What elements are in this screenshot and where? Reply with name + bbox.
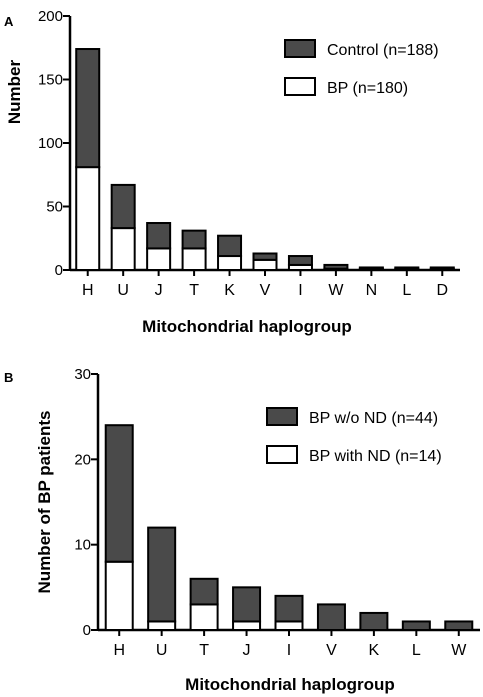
- panel-a-legend-label: Control (n=188): [327, 42, 439, 59]
- panel-a-x-tick-label: T: [189, 282, 199, 299]
- panel-b-y-tick-label: 30: [74, 366, 91, 383]
- panel-b-x-tick-label: K: [369, 642, 380, 659]
- panel-a: A Number Mitochondrial haplogroup 0 50 100…: [4, 8, 460, 336]
- panel-b-bars: [104, 424, 474, 632]
- panel-a-x-tick-label: I: [298, 282, 302, 299]
- panel-b-bar-top-j: [232, 586, 262, 623]
- panel-a-bars: [75, 48, 455, 272]
- panel-b-legend-swatch: [266, 407, 298, 426]
- panel-b-bar-bottom-u: [147, 620, 177, 632]
- panel-a-axes: 0 50 100 150 200 H U J T K V I W N L D: [38, 8, 460, 299]
- panel-a-bar-top-h: [75, 48, 101, 169]
- panel-b-bar-bottom-i: [274, 620, 304, 632]
- panel-a-bar-bottom-v: [252, 258, 278, 271]
- panel-b-x-tick-label: I: [287, 642, 291, 659]
- panel-a-bar-top-j: [146, 222, 172, 250]
- panel-a-legend-label: BP (n=180): [327, 80, 408, 97]
- panel-b-x-tick-label: V: [326, 642, 337, 659]
- panel-a-bar-top-u: [110, 183, 136, 230]
- panel-b: B Number of BP patients Mitochondrial ha…: [4, 366, 480, 694]
- panel-b-x-tick-label: L: [412, 642, 421, 659]
- panel-a-x-tick-label: J: [155, 282, 163, 299]
- panel-b-bar-top-v: [316, 603, 346, 632]
- panel-a-y-tick-label: 150: [38, 72, 63, 89]
- panel-a-y-tick-label: 0: [55, 262, 63, 279]
- panel-a-x-tick-label: N: [366, 282, 378, 299]
- panel-b-bar-bottom-h: [104, 560, 134, 632]
- panel-b-bar-bottom-j: [232, 620, 262, 632]
- panel-b-bar-top-h: [104, 424, 134, 563]
- panel-b-bar-top-w: [444, 620, 474, 632]
- panel-b-bar-top-t: [189, 577, 219, 606]
- panel-a-letter: A: [4, 14, 14, 29]
- panel-b-bar-top-i: [274, 594, 304, 623]
- panel-a-bar-bottom-j: [146, 247, 172, 272]
- panel-a-bar-top-d: [429, 266, 455, 270]
- panel-a-x-tick-label: W: [328, 282, 344, 299]
- panel-a-x-tick-label: L: [402, 282, 411, 299]
- panel-a-bar-top-w: [323, 263, 349, 270]
- panel-b-x-tick-label: W: [451, 642, 467, 659]
- panel-b-legend: BP w/o ND (n=44) BP with ND (n=14): [266, 407, 442, 465]
- panel-b-y-tick-label: 10: [74, 537, 91, 554]
- panel-a-legend: Control (n=188) BP (n=180): [284, 39, 439, 97]
- panel-b-x-tick-label: H: [113, 642, 125, 659]
- panel-b-x-tick-label: U: [156, 642, 168, 659]
- panel-a-x-tick-label: V: [260, 282, 271, 299]
- panel-a-legend-swatch: [284, 77, 316, 96]
- panel-b-y-tick-label: 20: [74, 451, 91, 468]
- panel-a-y-tick-label: 100: [38, 135, 63, 152]
- panel-b-bar-bottom-t: [189, 603, 219, 632]
- panel-a-bar-top-t: [181, 229, 207, 250]
- panel-a-bar-top-n: [358, 266, 384, 270]
- panel-a-y-tick-label: 50: [46, 199, 63, 216]
- panel-a-x-tick-label: D: [436, 282, 448, 299]
- panel-a-bar-bottom-u: [110, 227, 136, 271]
- panel-a-x-tick-label: H: [82, 282, 94, 299]
- panel-b-x-axis-title: Mitochondrial haplogroup: [185, 675, 395, 694]
- panel-a-bar-top-l: [394, 266, 420, 270]
- panel-a-x-tick-label: U: [117, 282, 129, 299]
- panel-a-bar-top-v: [252, 252, 278, 261]
- panel-b-bar-top-k: [359, 611, 389, 632]
- panel-a-y-tick-label: 200: [38, 8, 63, 25]
- panel-b-y-axis-title: Number of BP patients: [35, 411, 54, 594]
- panel-a-bar-bottom-k: [217, 255, 243, 271]
- panel-b-letter: B: [4, 370, 13, 385]
- panel-a-x-axis-title: Mitochondrial haplogroup: [142, 317, 352, 336]
- panel-b-x-tick-label: T: [199, 642, 209, 659]
- panel-b-legend-swatch: [266, 445, 298, 464]
- panel-b-legend-label: BP with ND (n=14): [309, 448, 442, 465]
- panel-a-x-tick-label: K: [224, 282, 235, 299]
- panel-a-bar-top-i: [287, 255, 313, 266]
- panel-a-bar-bottom-h: [75, 166, 101, 272]
- panel-b-legend-label: BP w/o ND (n=44): [309, 410, 438, 427]
- panel-b-x-tick-label: J: [243, 642, 251, 659]
- panel-a-bar-top-k: [217, 234, 243, 258]
- panel-a-legend-swatch: [284, 39, 316, 58]
- panel-b-y-tick-label: 0: [83, 622, 91, 639]
- panel-b-bar-top-u: [147, 526, 177, 623]
- panel-a-y-axis-title: Number: [5, 60, 24, 125]
- panel-a-bar-bottom-t: [181, 247, 207, 272]
- panel-b-bar-top-l: [401, 620, 431, 632]
